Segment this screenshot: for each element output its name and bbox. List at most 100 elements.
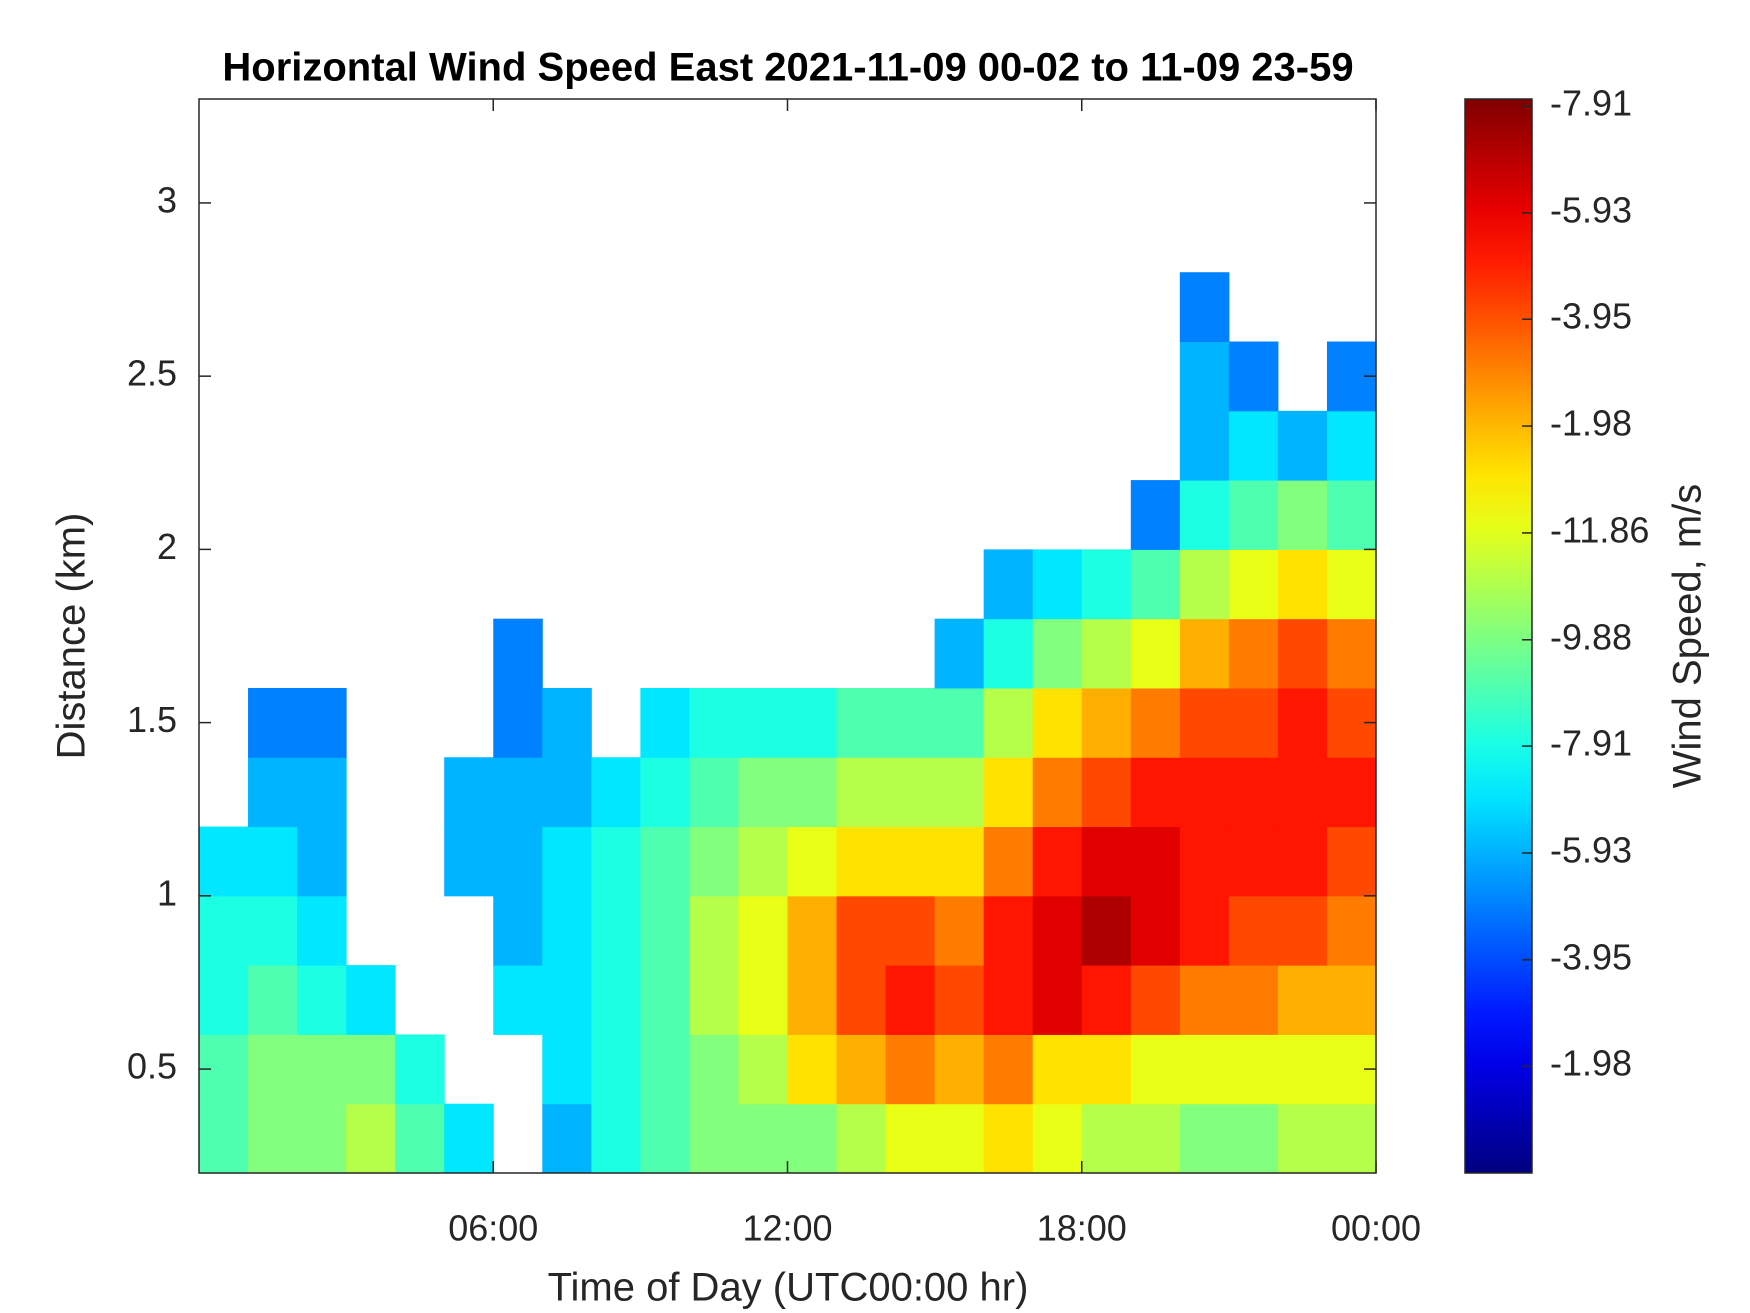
heatmap-cell [934, 757, 985, 828]
heatmap-cell [934, 826, 985, 897]
heatmap-cell [1179, 1034, 1230, 1105]
heatmap-cell [591, 757, 641, 828]
heatmap-cell [444, 757, 494, 828]
heatmap-cell [1277, 549, 1328, 620]
heatmap-cell [885, 895, 936, 966]
heatmap-cell [444, 826, 494, 897]
heatmap-cell [199, 965, 249, 1035]
heatmap-cell [885, 1034, 936, 1105]
heatmap-cell [1228, 480, 1279, 550]
heatmap-cell [248, 1103, 298, 1174]
heatmap-cell [1277, 965, 1328, 1035]
heatmap-cell [1032, 965, 1083, 1035]
heatmap-cell [836, 826, 887, 897]
heatmap-cell [934, 618, 985, 689]
heatmap-cell [689, 826, 739, 897]
heatmap-cell [542, 965, 592, 1035]
colorbar-tick-label: -9.88 [1550, 616, 1632, 657]
heatmap-cell [787, 895, 838, 966]
heatmap-cell [1228, 341, 1279, 412]
heatmap-cell [493, 895, 543, 966]
heatmap-cell [542, 687, 592, 758]
heatmap-cell [346, 1034, 396, 1105]
heatmap-cell [1130, 826, 1181, 897]
heatmap-cell [1179, 410, 1230, 481]
heatmap-cell [395, 1103, 445, 1174]
y-tick-label: 2 [157, 526, 177, 567]
heatmap-cell [836, 687, 887, 758]
heatmap-cell [983, 895, 1034, 966]
heatmap-cell [689, 687, 739, 758]
heatmap-cell [199, 1103, 249, 1174]
heatmap-cell [1277, 826, 1328, 897]
heatmap-cell [836, 965, 887, 1035]
heatmap-cell [689, 757, 739, 828]
heatmap-cell [248, 826, 298, 897]
heatmap-cell [1326, 826, 1377, 897]
heatmap-cell [1228, 687, 1279, 758]
heatmap-cell [1032, 757, 1083, 828]
heatmap-cell [885, 826, 936, 897]
heatmap-cell [1326, 1103, 1377, 1174]
heatmap-cell [1032, 549, 1083, 620]
heatmap-cell [542, 826, 592, 897]
heatmap-cell [1032, 618, 1083, 689]
heatmap-cell [1326, 618, 1377, 689]
heatmap-cell [346, 1103, 396, 1174]
heatmap-cell [934, 687, 985, 758]
heatmap-cell [493, 965, 543, 1035]
heatmap-cell [248, 687, 298, 758]
x-tick-label: 06:00 [448, 1208, 538, 1249]
heatmap-cell [1081, 1034, 1132, 1105]
heatmap-cell [199, 826, 249, 897]
y-tick-label: 3 [157, 179, 177, 220]
heatmap-cell [248, 895, 298, 966]
heatmap-cell [591, 1103, 641, 1174]
colorbar-tick-label: -1.98 [1550, 1043, 1632, 1084]
heatmap-cell [1179, 895, 1230, 966]
heatmap-cell [689, 1034, 739, 1105]
heatmap-cell [493, 826, 543, 897]
colorbar-tick-label: -3.95 [1550, 936, 1632, 977]
heatmap-cell [1032, 1034, 1083, 1105]
heatmap-cell [493, 757, 543, 828]
heatmap-cell [248, 757, 298, 828]
heatmap-cell [787, 826, 838, 897]
heatmap-cell [738, 826, 788, 897]
heatmap-cell [983, 1103, 1034, 1174]
heatmap-cell [1179, 757, 1230, 828]
heatmap-cell [1130, 1103, 1181, 1174]
heatmap-cell [1179, 826, 1230, 897]
heatmap-cell [1081, 687, 1132, 758]
heatmap-cell [738, 965, 788, 1035]
x-tick-label: 12:00 [742, 1208, 832, 1249]
heatmap-cell [983, 1034, 1034, 1105]
heatmap-cell [297, 895, 347, 966]
heatmap-cell [640, 1034, 690, 1105]
heatmap-cell [640, 757, 690, 828]
heatmap-cell [542, 1103, 592, 1174]
heatmap-cell [1081, 757, 1132, 828]
heatmap-cell [1179, 341, 1230, 412]
heatmap-cell [1081, 549, 1132, 620]
heatmap-cell [297, 965, 347, 1035]
heatmap-cell [1277, 1034, 1328, 1105]
heatmap-cell [1277, 480, 1328, 550]
heatmap-cell [1228, 895, 1279, 966]
heatmap-cell [787, 1034, 838, 1105]
heatmap-cell [1228, 826, 1279, 897]
heatmap-cell [1130, 757, 1181, 828]
heatmap-cell [934, 965, 985, 1035]
heatmap-cell [934, 1034, 985, 1105]
heatmap-cell [983, 618, 1034, 689]
heatmap-cell [591, 1034, 641, 1105]
heatmap-cell [1326, 410, 1377, 481]
heatmap-cell [1130, 895, 1181, 966]
heatmap-cell [248, 965, 298, 1035]
heatmap-cell [1179, 1103, 1230, 1174]
heatmap-cell [640, 895, 690, 966]
colorbar-tick-label: -7.91 [1550, 723, 1632, 764]
heatmap-cell [787, 1103, 838, 1174]
heatmap-cell [738, 687, 788, 758]
